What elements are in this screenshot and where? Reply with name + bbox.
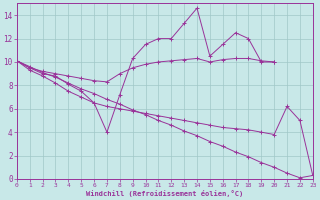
X-axis label: Windchill (Refroidissement éolien,°C): Windchill (Refroidissement éolien,°C) — [86, 190, 244, 197]
